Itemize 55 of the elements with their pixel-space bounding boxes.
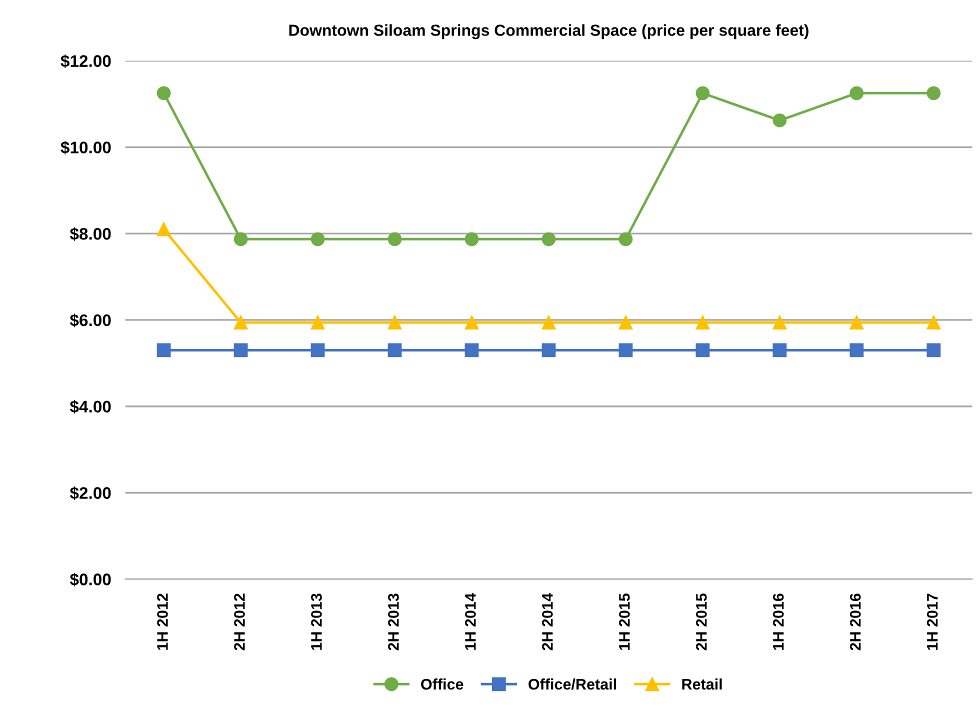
point [310, 316, 325, 330]
x-tick-label: 2H 2016 [850, 594, 861, 650]
y-tick-label: $0.00 [70, 572, 111, 586]
y-tick-label: $2.00 [70, 486, 111, 500]
point [542, 316, 556, 330]
x-tick-label: 1H 2014 [465, 593, 476, 650]
point [388, 343, 402, 358]
point [850, 343, 864, 358]
point [542, 232, 556, 246]
point [464, 316, 479, 330]
point [618, 343, 633, 358]
chart-title: Downtown Siloam Springs Commercial Space (price per square feet) [289, 24, 808, 40]
point [926, 343, 941, 358]
y-tick-label: $10.00 [60, 140, 111, 154]
point [388, 232, 402, 246]
point [772, 113, 787, 128]
x-tick-label: 2H 2014 [542, 593, 553, 650]
y-tick-label: $8.00 [70, 227, 111, 241]
point [388, 316, 402, 330]
x-tick-label: 2H 2015 [696, 593, 707, 650]
point [618, 316, 633, 330]
point [772, 316, 787, 330]
point [310, 343, 325, 358]
point [542, 343, 556, 358]
point [926, 86, 941, 100]
point [156, 86, 171, 100]
point [696, 343, 710, 358]
x-tick-label: 1H 2015 [618, 593, 630, 650]
point [234, 316, 248, 330]
x-tick-label: 1H 2017 [926, 594, 938, 650]
point [772, 343, 787, 358]
point [696, 316, 710, 330]
x-tick-label: 1H 2013 [311, 594, 322, 650]
x-tick-label: 2H 2012 [234, 594, 245, 650]
point [464, 343, 479, 358]
point [850, 86, 864, 100]
point [926, 316, 941, 330]
legend-label: Office [421, 678, 464, 690]
point [310, 232, 325, 246]
point [850, 316, 864, 330]
point [234, 343, 248, 358]
point [618, 232, 633, 246]
x-tick-label: 2H 2013 [388, 594, 399, 650]
point [156, 222, 171, 236]
y-tick-label: $6.00 [70, 314, 111, 328]
point [696, 86, 710, 100]
point [464, 232, 479, 246]
y-tick-label: $4.00 [70, 400, 111, 414]
legend-label: Retail [682, 678, 722, 690]
y-tick-label: $12.00 [60, 54, 111, 68]
point [234, 232, 248, 246]
legend-label: Office/Retail [528, 678, 616, 690]
x-tick-label: 1H 2016 [772, 594, 784, 650]
x-tick-label: 1H 2012 [157, 594, 168, 650]
point [156, 343, 171, 358]
